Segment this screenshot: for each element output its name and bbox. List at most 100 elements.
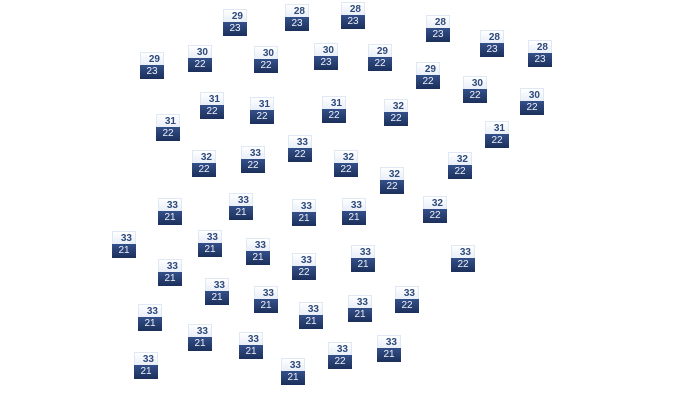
- high-temp: 33: [188, 324, 212, 337]
- high-temp: 33: [134, 352, 158, 365]
- temperature-marker[interactable]: 31 22: [156, 114, 180, 142]
- high-temp: 30: [463, 76, 487, 89]
- temperature-marker[interactable]: 29 22: [368, 44, 392, 72]
- high-temp: 33: [377, 335, 401, 348]
- temperature-marker[interactable]: 33 21: [246, 238, 270, 266]
- temperature-marker[interactable]: 31 22: [322, 96, 346, 124]
- temperature-marker[interactable]: 33 22: [292, 253, 316, 281]
- temperature-marker[interactable]: 33 21: [188, 324, 212, 352]
- temperature-marker[interactable]: 33 22: [288, 135, 312, 163]
- high-temp: 33: [288, 135, 312, 148]
- temperature-marker[interactable]: 33 21: [229, 193, 253, 221]
- low-temp: 22: [368, 57, 392, 71]
- low-temp: 23: [140, 65, 164, 79]
- temperature-marker[interactable]: 30 22: [254, 46, 278, 74]
- high-temp: 33: [205, 278, 229, 291]
- temperature-marker[interactable]: 33 21: [351, 245, 375, 273]
- temperature-marker[interactable]: 29 22: [416, 62, 440, 90]
- temperature-marker[interactable]: 32 22: [380, 167, 404, 195]
- high-temp: 31: [200, 92, 224, 105]
- high-temp: 28: [341, 2, 365, 15]
- temperature-marker[interactable]: 33 22: [241, 146, 265, 174]
- high-temp: 31: [156, 114, 180, 127]
- temperature-marker[interactable]: 31 22: [200, 92, 224, 120]
- high-temp: 33: [112, 231, 136, 244]
- temperature-marker[interactable]: 30 22: [520, 88, 544, 116]
- high-temp: 29: [368, 44, 392, 57]
- low-temp: 21: [254, 299, 278, 313]
- high-temp: 33: [395, 286, 419, 299]
- temperature-marker[interactable]: 28 23: [480, 30, 504, 58]
- temperature-marker[interactable]: 33 21: [377, 335, 401, 363]
- temperature-marker[interactable]: 28 23: [528, 40, 552, 68]
- high-temp: 28: [285, 4, 309, 17]
- temperature-marker[interactable]: 29 23: [140, 52, 164, 80]
- high-temp: 33: [229, 193, 253, 206]
- temperature-marker[interactable]: 33 21: [348, 295, 372, 323]
- temperature-marker[interactable]: 33 21: [112, 231, 136, 259]
- temperature-marker[interactable]: 33 21: [239, 332, 263, 360]
- low-temp: 22: [254, 59, 278, 73]
- temperature-marker[interactable]: 30 23: [314, 43, 338, 71]
- low-temp: 22: [192, 163, 216, 177]
- temperature-marker[interactable]: 32 22: [192, 150, 216, 178]
- high-temp: 28: [480, 30, 504, 43]
- low-temp: 22: [188, 58, 212, 72]
- temperature-marker[interactable]: 33 21: [205, 278, 229, 306]
- low-temp: 21: [158, 272, 182, 286]
- temperature-marker[interactable]: 28 23: [341, 2, 365, 30]
- high-temp: 29: [223, 9, 247, 22]
- high-temp: 33: [241, 146, 265, 159]
- high-temp: 33: [239, 332, 263, 345]
- temperature-marker[interactable]: 33 21: [299, 302, 323, 330]
- low-temp: 22: [241, 159, 265, 173]
- high-temp: 29: [416, 62, 440, 75]
- high-temp: 33: [342, 198, 366, 211]
- high-temp: 32: [448, 152, 472, 165]
- low-temp: 21: [138, 317, 162, 331]
- temperature-marker[interactable]: 33 21: [342, 198, 366, 226]
- temperature-marker[interactable]: 33 22: [451, 245, 475, 273]
- low-temp: 22: [448, 165, 472, 179]
- low-temp: 22: [520, 101, 544, 115]
- low-temp: 22: [250, 110, 274, 124]
- temperature-marker[interactable]: 33 21: [198, 230, 222, 258]
- low-temp: 23: [480, 43, 504, 57]
- temperature-marker[interactable]: 29 23: [223, 9, 247, 37]
- high-temp: 29: [140, 52, 164, 65]
- temperature-marker[interactable]: 30 22: [463, 76, 487, 104]
- temperature-marker[interactable]: 33 21: [158, 198, 182, 226]
- temperature-marker[interactable]: 33 21: [134, 352, 158, 380]
- low-temp: 21: [112, 244, 136, 258]
- low-temp: 21: [281, 371, 305, 385]
- temperature-marker[interactable]: 31 22: [485, 121, 509, 149]
- low-temp: 22: [288, 148, 312, 162]
- low-temp: 21: [351, 258, 375, 272]
- temperature-marker[interactable]: 31 22: [250, 97, 274, 125]
- temperature-marker[interactable]: 33 21: [254, 286, 278, 314]
- temperature-marker[interactable]: 33 21: [158, 259, 182, 287]
- low-temp: 23: [223, 22, 247, 36]
- temperature-marker[interactable]: 30 22: [188, 45, 212, 73]
- temperature-marker[interactable]: 28 23: [426, 15, 450, 43]
- high-temp: 28: [528, 40, 552, 53]
- high-temp: 31: [250, 97, 274, 110]
- temperature-marker[interactable]: 33 22: [395, 286, 419, 314]
- temperature-marker[interactable]: 33 21: [138, 304, 162, 332]
- temperature-marker[interactable]: 32 22: [334, 150, 358, 178]
- temperature-marker[interactable]: 33 21: [292, 199, 316, 227]
- temperature-marker[interactable]: 32 22: [384, 99, 408, 127]
- temperature-marker[interactable]: 28 23: [285, 4, 309, 32]
- high-temp: 33: [351, 245, 375, 258]
- high-temp: 33: [281, 358, 305, 371]
- temperature-marker[interactable]: 32 22: [423, 196, 447, 224]
- temperature-marker[interactable]: 33 22: [328, 342, 352, 370]
- low-temp: 22: [451, 258, 475, 272]
- low-temp: 23: [314, 56, 338, 70]
- low-temp: 22: [485, 134, 509, 148]
- high-temp: 33: [198, 230, 222, 243]
- temperature-marker[interactable]: 33 21: [281, 358, 305, 386]
- high-temp: 31: [322, 96, 346, 109]
- temperature-marker[interactable]: 32 22: [448, 152, 472, 180]
